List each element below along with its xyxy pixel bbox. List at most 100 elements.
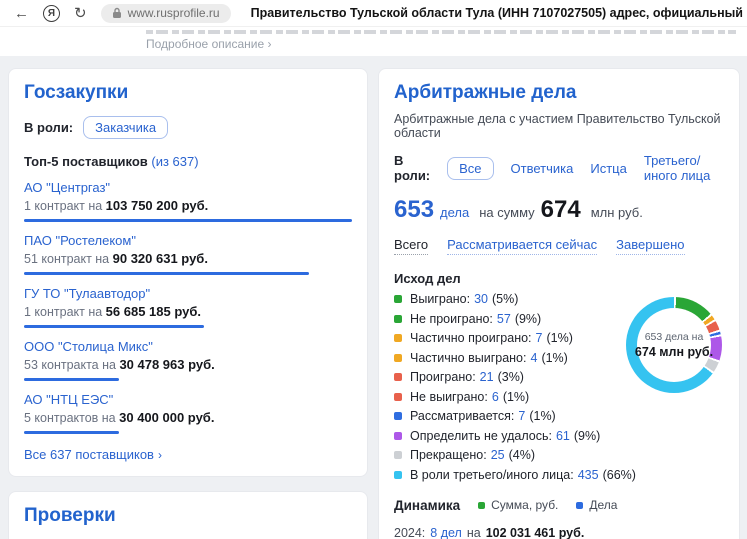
top5-header: Топ-5 поставщиков (из 637) [24, 154, 352, 169]
outcome-row: В роли третьего/иного лица: 435 (66%) [394, 468, 636, 482]
role-tab-defendant[interactable]: Ответчика [510, 160, 574, 176]
address-bar[interactable]: www.rusprofile.ru [100, 3, 231, 23]
blurred-description-text [146, 30, 736, 34]
sum-suffix: млн руб. [590, 205, 643, 220]
outcome-color-swatch [394, 373, 402, 381]
outcome-label: Не выиграно: [410, 389, 488, 404]
supplier-item: ГУ ТО "Тулаавтодор" 1 контракт на 56 685… [24, 286, 352, 328]
outcome-color-swatch [394, 353, 402, 362]
supplier-link[interactable]: АО "Центргаз" [24, 180, 111, 195]
outcome-label: Частично выиграно: [410, 350, 527, 365]
procurement-title: Госзакупки [24, 82, 129, 103]
dynamics-legend-cases: Дела [576, 498, 617, 512]
outcome-color-swatch [394, 392, 402, 401]
detailed-description-link[interactable]: Подробное описание › [146, 37, 272, 51]
supplier-bar [24, 431, 120, 434]
outcome-label: Определить не удалось: [410, 428, 552, 443]
dynamics-year-row: 2024: 8 дел на 102 031 461 руб. [394, 526, 724, 539]
outcome-row: Прекращено: 25 (4%) [394, 448, 636, 462]
supplier-item: ООО "Столица Микс" 53 контракта на 30 47… [24, 339, 352, 381]
outcome-percent: (1%) [529, 409, 556, 423]
outcome-percent: (1%) [502, 389, 530, 404]
outcomes-section: Исход дел Выиграно: 30 (5%) Не проиграно: 5… [394, 271, 724, 482]
outcome-row: Рассматривается: 7 (1%) [394, 409, 636, 423]
procurement-summary: Организация Правительство Тульской облас… [24, 474, 352, 476]
sum-prefix: на сумму [479, 205, 535, 220]
year-cases-link[interactable]: 8 дел [430, 525, 462, 539]
outcome-row: Определить не удалось: 61 (9%) [394, 429, 636, 443]
cases-summary: 653 дела на сумму 674 млн руб. [394, 196, 724, 224]
outcome-count-link[interactable]: 57 [496, 311, 511, 326]
donut-center-label: 653 дела на 674 млн руб. [635, 308, 713, 382]
outcome-label: Рассматривается: [410, 409, 515, 423]
role-tab-plaintiff[interactable]: Истца [590, 160, 627, 176]
supplier-sum: 56 685 185 руб. [105, 304, 201, 319]
top5-total-link[interactable]: (из 637) [151, 154, 199, 169]
outcome-color-swatch [394, 451, 402, 459]
role-tab-all[interactable]: Все [447, 156, 494, 180]
all-suppliers-link[interactable]: Все 637 поставщиков › [24, 447, 162, 462]
supplier-count: 1 контракт на [24, 305, 103, 319]
back-icon[interactable]: ← [14, 4, 29, 22]
supplier-link[interactable]: АО "НТЦ ЕЭС" [24, 392, 114, 407]
status-tab-finished[interactable]: Завершено [616, 237, 685, 255]
legend-sum-swatch [478, 501, 486, 509]
procurement-role-row: В роли: Заказчика [24, 116, 352, 139]
outcome-count-link[interactable]: 61 [555, 428, 570, 443]
outcome-row: Не проиграно: 57 (9%) [394, 312, 636, 326]
supplier-sum: 30 478 963 руб. [119, 357, 215, 372]
arbitration-card: Арбитражные дела Арбитражные дела с учас… [378, 68, 740, 539]
year-mid: на [466, 525, 481, 539]
outcome-count-link[interactable]: 30 [474, 292, 489, 306]
outcome-label: Проиграно: [410, 370, 476, 384]
status-tabs: Всего Рассматривается сейчас Завершено [394, 237, 724, 255]
page-subheader: Подробное описание › [0, 26, 747, 56]
supplier-link[interactable]: ПАО "Ростелеком" [24, 233, 136, 248]
outcome-count-link[interactable]: 6 [491, 389, 499, 404]
outcome-count-link[interactable]: 25 [490, 448, 505, 462]
role-tab-third-party[interactable]: Третьего/иного лица [643, 153, 711, 183]
status-tab-total[interactable]: Всего [394, 237, 429, 255]
supplier-bar [24, 378, 120, 381]
outcome-row: Выиграно: 30 (5%) [394, 292, 636, 306]
outcome-row: Не выиграно: 6 (1%) [394, 390, 636, 404]
dynamics-title: Динамика [394, 497, 461, 513]
cases-sum: 674 [540, 196, 581, 223]
supplier-count: 1 контракт на [24, 199, 103, 213]
status-tab-in-progress[interactable]: Рассматривается сейчас [447, 237, 598, 255]
legend-cases-swatch [576, 501, 584, 509]
outcome-percent: (1%) [541, 350, 568, 365]
supplier-count: 53 контракта на [24, 358, 116, 372]
dynamics-legend-sum: Сумма, руб. [478, 498, 558, 512]
supplier-item: АО "Центргаз" 1 контракт на 103 750 200 … [24, 180, 352, 222]
cases-word-link[interactable]: дела [440, 205, 470, 220]
outcome-count-link[interactable]: 7 [535, 331, 543, 345]
refresh-icon[interactable]: ↻ [74, 4, 87, 22]
procurement-card: Госзакупки В роли: Заказчика Топ-5 поста… [8, 68, 368, 477]
outcome-percent: (66%) [602, 467, 636, 482]
outcome-count-link[interactable]: 4 [530, 350, 538, 365]
outcomes-legend: Выиграно: 30 (5%) Не проиграно: 57 (9%) Част… [394, 292, 636, 482]
outcome-percent: (1%) [546, 331, 573, 345]
outcomes-title: Исход дел [394, 271, 461, 286]
yandex-browser-icon[interactable]: Я [43, 4, 60, 22]
outcome-percent: (9%) [514, 311, 542, 326]
supplier-link[interactable]: ГУ ТО "Тулаавтодор" [24, 286, 151, 301]
outcome-percent: (9%) [573, 428, 601, 443]
outcome-row: Частично проиграно: 7 (1%) [394, 331, 636, 345]
cases-count: 653 [394, 196, 435, 223]
year-sum: 102 031 461 руб. [485, 525, 585, 539]
inspections-card: Проверки За период с 2015 года в отношен… [8, 491, 368, 539]
dynamics-header: Динамика Сумма, руб. Дела [394, 498, 724, 513]
lock-icon [112, 7, 121, 18]
outcome-count-link[interactable]: 7 [518, 409, 526, 423]
supplier-bar [24, 325, 205, 328]
outcome-count-link[interactable]: 435 [577, 467, 599, 482]
supplier-bar [24, 219, 352, 222]
outcome-color-swatch [394, 431, 402, 440]
outcome-percent: (4%) [508, 448, 535, 462]
supplier-sum: 90 320 631 руб. [112, 251, 208, 266]
supplier-link[interactable]: ООО "Столица Микс" [24, 339, 153, 354]
outcome-count-link[interactable]: 21 [479, 370, 494, 384]
role-tab-customer[interactable]: Заказчика [83, 116, 169, 139]
